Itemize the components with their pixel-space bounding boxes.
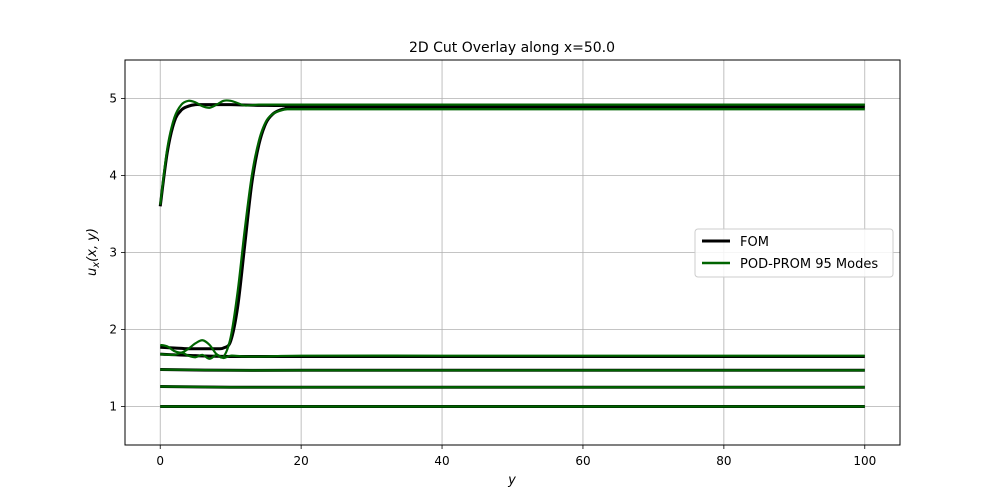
x-tick-label: 80 (716, 454, 731, 468)
y-tick-label: 2 (109, 323, 117, 337)
x-tick-label: 100 (853, 454, 876, 468)
y-axis-label-sub: x (91, 262, 102, 269)
y-tick-label: 1 (109, 400, 117, 414)
y-tick-label: 3 (109, 246, 117, 260)
legend-label-fom: FOM (740, 235, 769, 250)
pod-prom-series-line-9 (160, 368, 865, 372)
legend-box (694, 228, 894, 278)
y-axis-label-main: u (85, 268, 100, 276)
legend: FOM POD-PROM 95 Modes (694, 228, 894, 278)
x-axis-label: y (507, 473, 516, 488)
x-tick-label: 0 (156, 454, 164, 468)
pod-prom-series-line-8 (160, 351, 865, 360)
tick-layer: 0 20 40 60 80 100 1 2 3 4 5 (109, 92, 876, 469)
pod-prom-series-line-10 (160, 385, 865, 389)
y-axis-label-rest: (x, y) (85, 228, 100, 262)
x-tick-label: 20 (293, 454, 308, 468)
pod-prom-series-line-6 (159, 99, 865, 205)
pod-prom-series-line-7 (159, 108, 865, 359)
x-tick-label: 40 (434, 454, 449, 468)
legend-label-pod-prom: POD-PROM 95 Modes (740, 257, 878, 272)
y-tick-label: 4 (109, 169, 117, 183)
y-axis-label: ux(x, y) (85, 228, 102, 276)
fom-series-line-1 (160, 106, 865, 351)
chart-title: 2D Cut Overlay along x=50.0 (409, 40, 615, 56)
y-tick-label: 5 (109, 92, 117, 106)
series-layer (158, 99, 865, 409)
x-tick-label: 60 (575, 454, 590, 468)
